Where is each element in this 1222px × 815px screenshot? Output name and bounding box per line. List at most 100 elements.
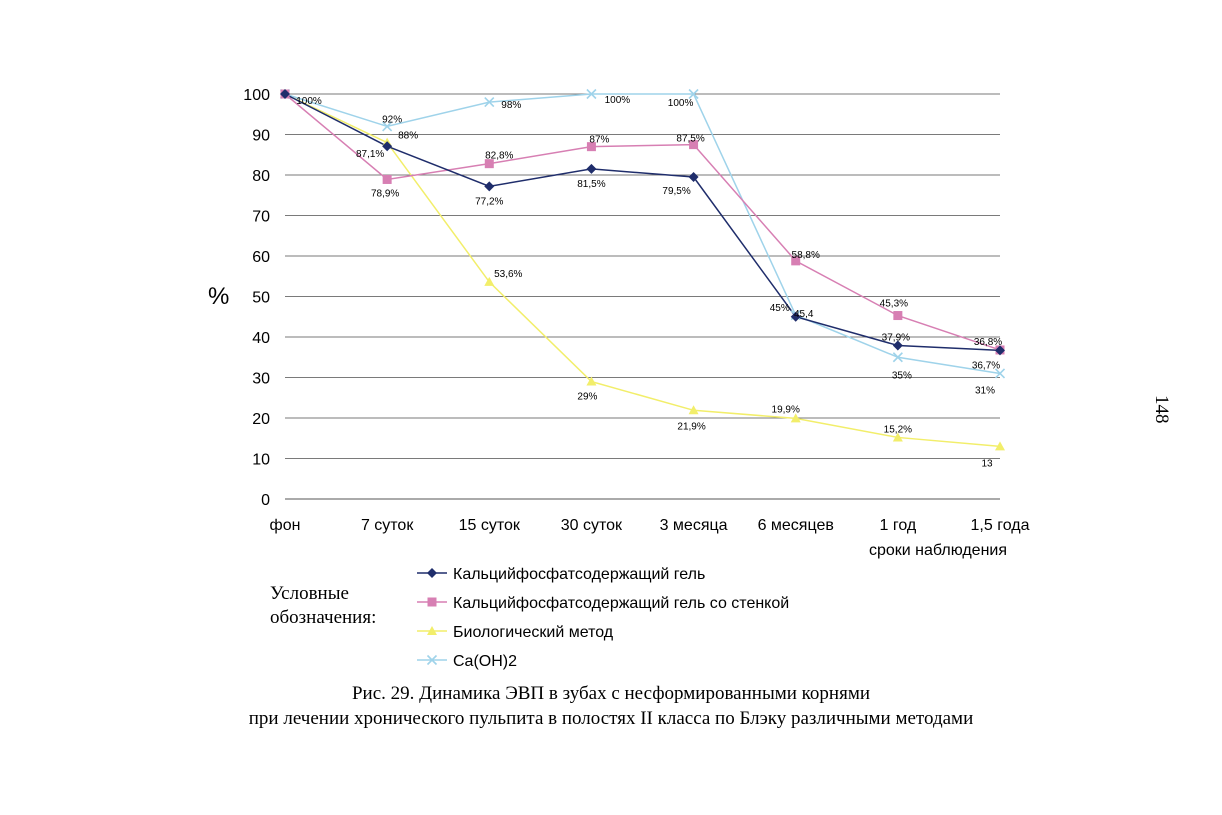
series-1-point [484,159,494,169]
series-0-point [790,311,801,322]
data-label: 29% [577,392,597,403]
series-0-point [995,345,1005,356]
y-tick-label: 0 [261,492,270,509]
y-tick-label: 80 [252,168,270,185]
data-label: 36,7% [972,360,1000,371]
data-label: 87,5% [676,134,704,145]
y-tick-label: 50 [252,290,270,307]
series-line-0 [284,93,1001,352]
x-tick-label: 15 суток [459,517,521,534]
data-label: 13 [981,458,993,469]
figure-caption-line-2: при лечении хронического пульпита в поло… [248,708,974,729]
series-3-point [688,88,699,100]
page-number: 148 [1151,395,1172,424]
x-tick-label: 7 суток [361,517,414,534]
data-labels: 87,1% 77,2% 81,5% 79,5% 45% 37,9% 36,7% 78,9% 82… [296,95,1002,469]
y-axis-label: % [208,283,229,310]
series-line-3 [284,93,1001,375]
data-label: 82,8% [485,151,513,162]
series-3-point [484,97,495,108]
line-chart: 0 10 20 30 40 50 60 70 80 90 100 фон 7 суток 15 суто… [208,87,1030,670]
legend-label: Ca(OH)2 [453,653,517,670]
grid-lines [285,93,1000,500]
y-tick-label: 70 [252,209,270,226]
legend-marker-3 [426,654,438,666]
data-label: 100% [668,98,694,109]
series-0-point [586,163,597,174]
series-1-point [791,256,801,266]
data-label: 77,2% [475,196,503,207]
series-3-point [994,368,1006,379]
legend: Кальцийфосфатсодержащий гель Кальцийфосфа… [417,566,789,670]
data-label: 88% [398,131,418,142]
y-tick-label: 60 [252,249,270,266]
legend-marker-1 [427,597,437,607]
series-0-point [382,141,393,152]
series-1-point [382,174,392,184]
series-3-point [382,121,393,132]
series-1-point [689,140,699,150]
series-2-point [790,413,801,423]
legend-marker-2 [427,626,437,635]
y-tick-label: 20 [252,411,270,428]
series-3-point [892,352,903,363]
data-label: 53,6% [494,269,522,280]
data-label: 15,2% [884,424,912,435]
legend-label: Кальцийфосфатсодержащий гель [453,566,705,583]
data-label: 78,9% [371,188,399,199]
data-label: 21,9% [677,421,705,432]
series-0-point [484,181,495,192]
legend-label: Биологический метод [453,624,614,641]
data-label: 58,8% [792,250,820,261]
y-tick-label: 40 [252,330,270,347]
legend-label: Кальцийфосфатсодержащий гель со стенкой [453,595,789,612]
data-label: 79,5% [662,186,690,197]
series-lines [284,93,1001,448]
x-tick-label: 1 год [879,517,916,534]
data-label: 19,9% [772,404,800,415]
series-1-point [893,311,903,321]
series-line-1 [284,93,1001,351]
x-tick-label: фон [270,517,301,534]
x-tick-label: 3 месяца [660,517,728,534]
series-2-point [688,405,699,415]
series-2-point [995,441,1005,451]
data-label: 100% [296,96,322,107]
series-3-point [586,88,597,100]
y-axis-ticks: 0 10 20 30 40 50 60 70 80 90 100 [243,87,270,509]
x-tick-label: 1,5 года [971,517,1030,534]
data-label: 81,5% [577,179,605,190]
series-2-point [586,376,597,386]
data-label: 35% [892,370,912,381]
data-label: 36,8% [974,337,1002,348]
series-0-point [280,89,290,99]
series-2-point [892,432,903,442]
series-0-point [892,340,903,351]
data-label: 87,1% [356,149,384,160]
y-tick-label: 100 [243,87,270,104]
legend-title: Условные обозначения: [270,583,377,628]
x-tick-label: 6 месяцев [758,517,834,534]
legend-marker-0 [427,568,437,578]
data-label: 87% [589,135,609,146]
data-label: 31% [975,385,995,396]
series-0-point [688,172,699,183]
data-label: 98% [501,100,521,111]
data-label: 45,4 [794,309,814,320]
series-2-point [484,276,495,286]
series-line-2 [284,93,1001,448]
series-1-point [586,142,596,152]
data-label: 45% [770,303,790,314]
x-axis-title: сроки наблюдения [869,542,1007,559]
x-tick-label: 30 суток [561,517,623,534]
figure-caption-line-1: Рис. 29. Динамика ЭВП в зубах с несформи… [351,683,871,704]
y-tick-label: 30 [252,371,270,388]
x-axis-ticks: фон 7 суток 15 суток 30 суток 3 месяца 6 меся… [270,517,1030,534]
data-label: 45,3% [880,299,908,310]
data-label: 92% [382,114,402,125]
y-tick-label: 10 [252,452,270,469]
data-label: 100% [605,95,631,106]
series-markers [279,88,1006,451]
y-tick-label: 90 [252,128,270,145]
data-label: 37,9% [882,333,910,344]
